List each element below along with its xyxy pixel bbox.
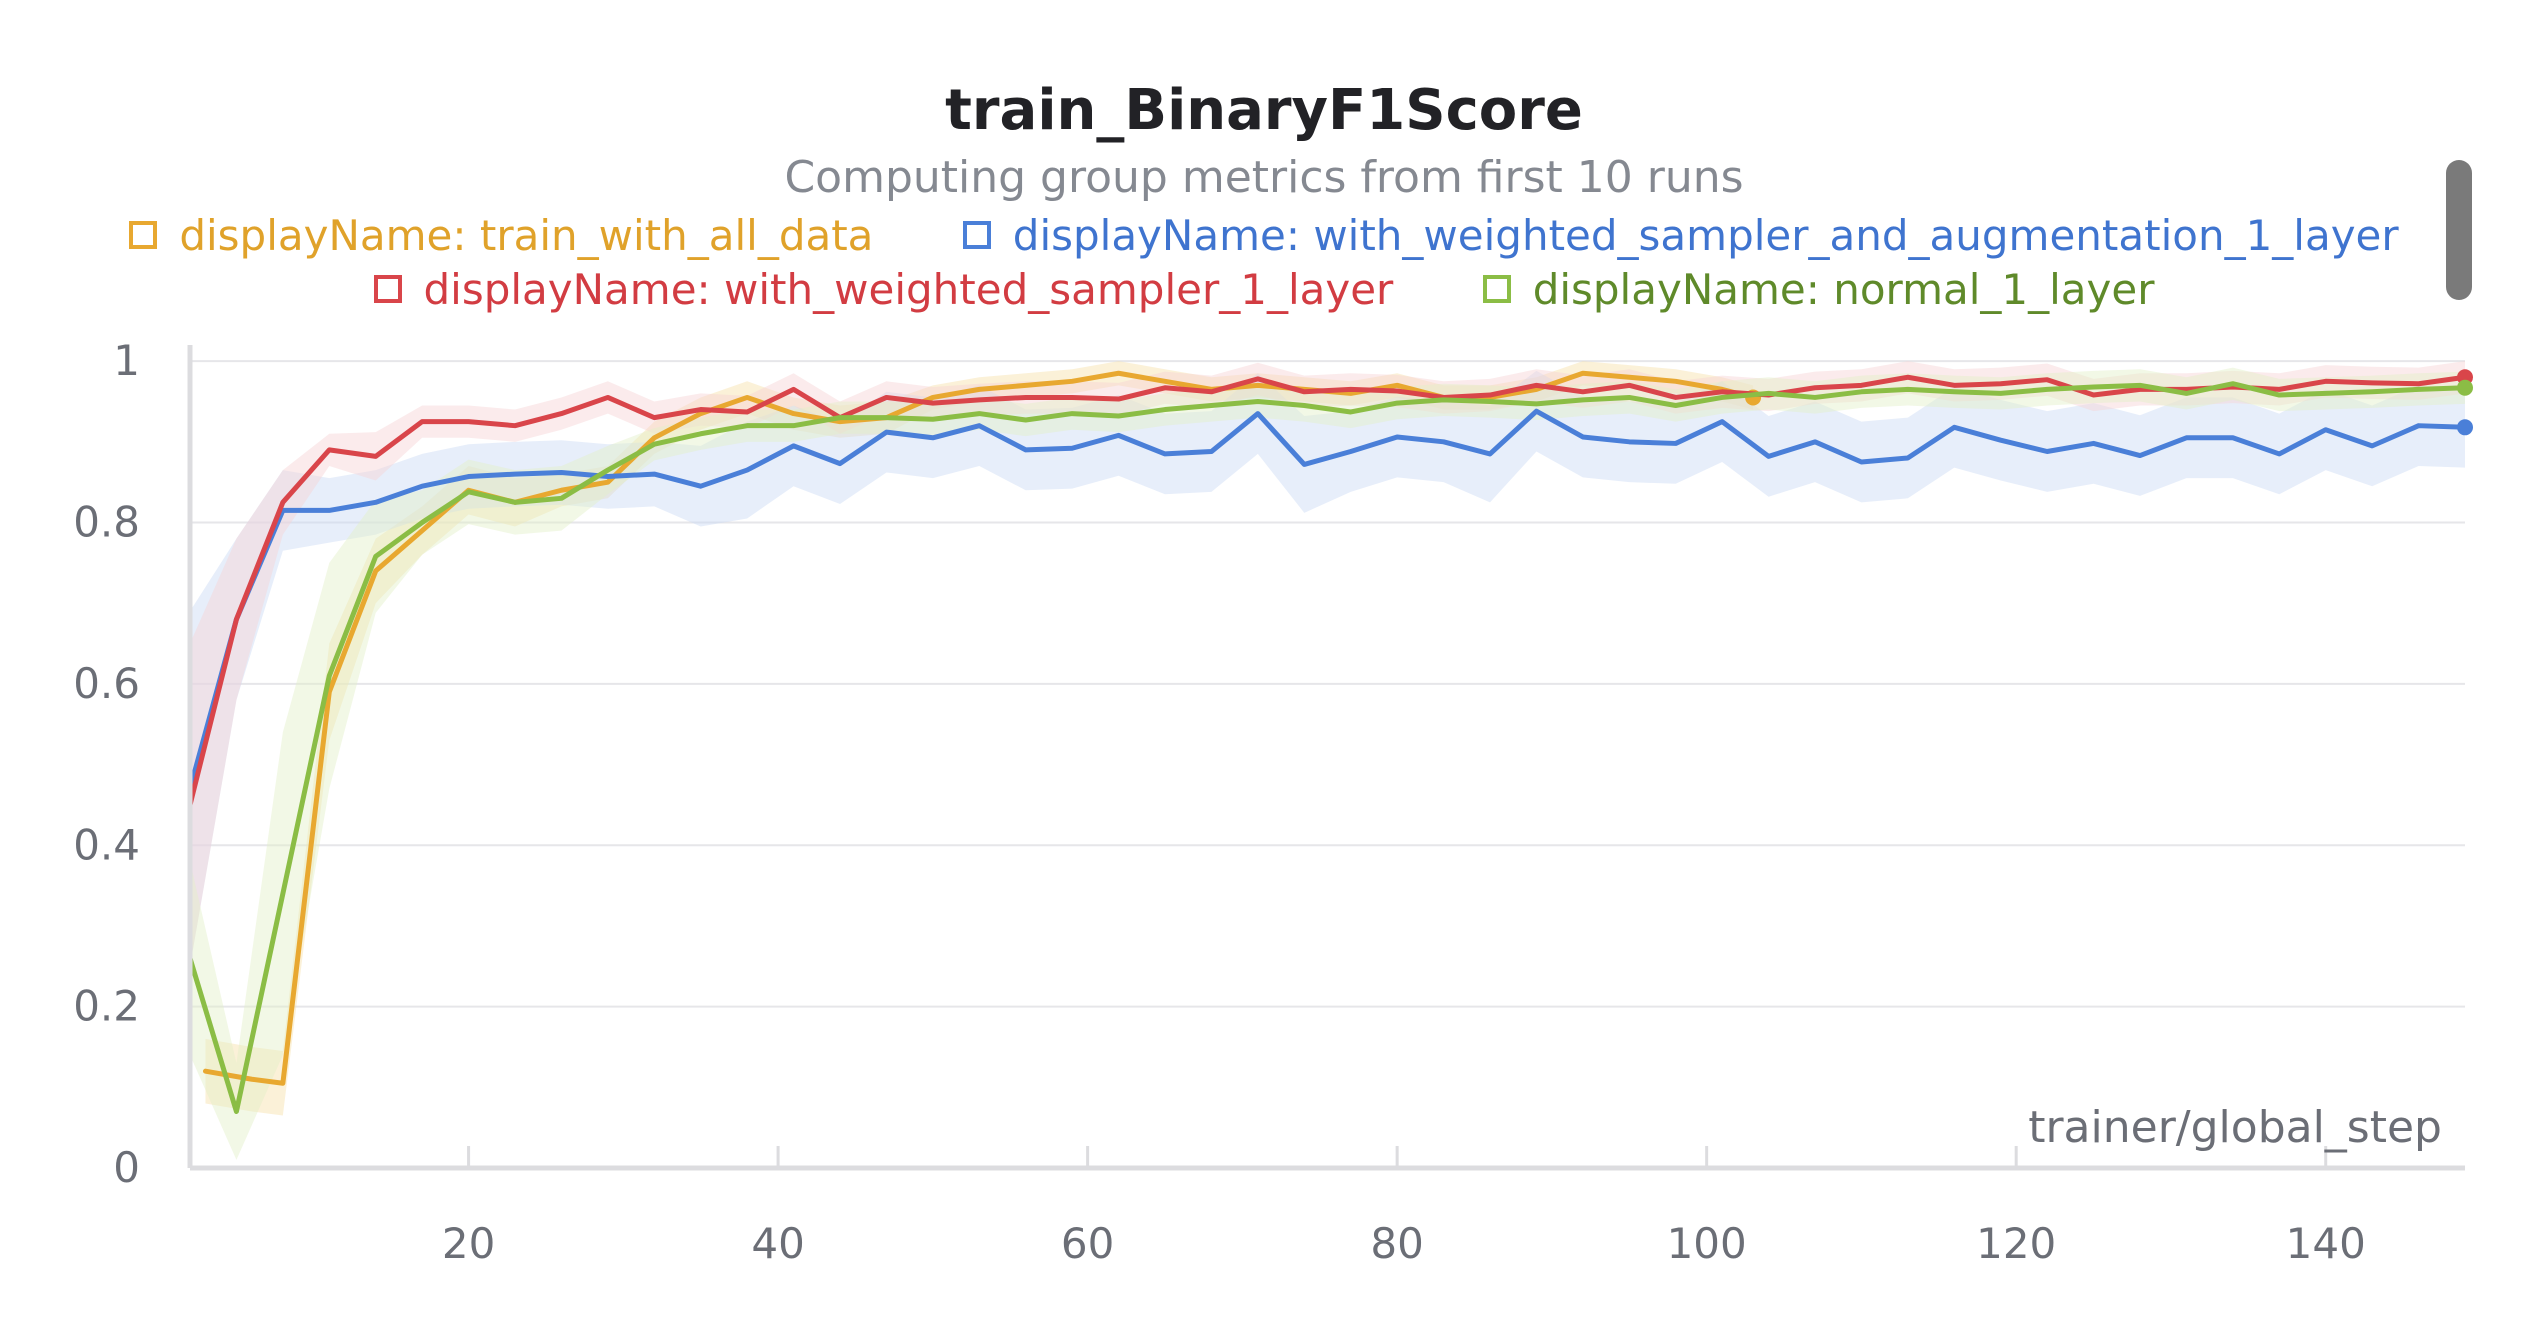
legend-swatch-icon	[373, 275, 402, 303]
legend-entry-normal-1-layer[interactable]: displayName: normal_1_layer	[1482, 264, 2155, 314]
x-tick-label: 20	[442, 1219, 495, 1268]
x-tick-label: 100	[1667, 1219, 1747, 1268]
confidence-band-2	[190, 361, 2465, 967]
y-tick-label: 0	[113, 1143, 140, 1192]
chart-title: train_BinaryF1Score	[945, 78, 1583, 143]
y-tick-label: 0.6	[73, 659, 140, 708]
legend-swatch-icon	[1482, 275, 1511, 303]
legend-swatch-icon	[962, 221, 991, 249]
legend-swatch-icon	[129, 221, 158, 249]
legend-entry-weighted-sampler[interactable]: displayName: with_weighted_sampler_1_lay…	[373, 264, 1394, 314]
legend-scrollbar-handle[interactable]	[2446, 160, 2472, 300]
y-tick-label: 0.4	[73, 820, 140, 869]
y-tick-label: 0.2	[73, 982, 140, 1031]
confidence-bands	[190, 361, 2465, 1160]
confidence-band-1	[190, 370, 2465, 967]
y-tick-label: 0.8	[73, 498, 140, 547]
gridlines	[190, 360, 2465, 1008]
legend-label: displayName: normal_1_layer	[1532, 264, 2155, 314]
legend-row: displayName: train_with_all_data display…	[0, 210, 2528, 260]
legend-label: displayName: with_weighted_sampler_and_a…	[1012, 210, 2399, 260]
series-end-point-3	[2457, 379, 2473, 396]
legend-row: displayName: with_weighted_sampler_1_lay…	[0, 264, 2528, 314]
x-tick-label: 120	[1976, 1219, 2056, 1268]
y-tick-label: 1	[113, 336, 140, 385]
x-tick-label: 140	[2286, 1219, 2366, 1268]
legend-entry-weighted-sampler-augmentation[interactable]: displayName: with_weighted_sampler_and_a…	[962, 210, 2399, 260]
series-line-3	[187, 381, 2468, 1115]
series-line-1	[187, 408, 2468, 792]
x-tick-label: 60	[1061, 1219, 1114, 1268]
legend-label: displayName: with_weighted_sampler_1_lay…	[423, 264, 1394, 314]
chart-subtitle: Computing group metrics from first 10 ru…	[784, 152, 1744, 203]
x-tick-label: 80	[1370, 1219, 1423, 1268]
legend-label: displayName: train_with_all_data	[179, 210, 874, 260]
series-lines	[187, 369, 2473, 1115]
series-line-2	[187, 374, 2468, 808]
series-end-point-1	[2457, 419, 2473, 436]
x-axis-label: trainer/global_step	[2028, 1102, 2442, 1153]
x-tick-label: 40	[751, 1219, 804, 1268]
legend-entry-train-with-all-data[interactable]: displayName: train_with_all_data	[129, 211, 873, 260]
